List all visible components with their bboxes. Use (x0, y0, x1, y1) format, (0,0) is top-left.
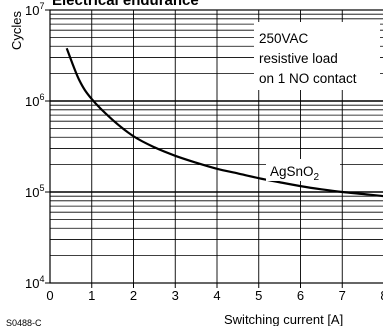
y-tick-label: 104 (25, 274, 44, 291)
x-axis: 0 1 2 3 4 5 6 7 8 (46, 283, 383, 303)
chart-title: Electrical endurance (52, 0, 199, 9)
x-axis-label: Switching current [A] (224, 312, 343, 326)
y-tick-exponent: 4 (39, 274, 44, 284)
y-tick-label: 106 (25, 92, 44, 109)
y-tick-exponent: 6 (39, 92, 44, 102)
series-label-box (266, 159, 340, 181)
figure-code: S0488-C (6, 318, 42, 326)
x-tick-label: 0 (46, 288, 53, 303)
annotation-line-1: 250VAC (259, 31, 309, 46)
x-tick-label: 8 (380, 288, 383, 303)
x-tick-label: 2 (130, 288, 137, 303)
annotation-line-2: resistive load (259, 51, 338, 66)
y-tick-base: 10 (25, 3, 39, 18)
y-tick-exponent: 7 (39, 1, 44, 11)
x-tick-label: 4 (213, 288, 220, 303)
y-tick-label: 105 (25, 183, 44, 200)
title-backdrop (50, 0, 260, 7)
y-tick-label: 107 (25, 1, 44, 18)
y-tick-base: 10 (25, 185, 39, 200)
series-line-agsno2 (65, 47, 383, 198)
x-tick-label: 7 (339, 288, 346, 303)
y-tick-base: 10 (25, 94, 39, 109)
y-tick-exponent: 5 (39, 183, 44, 193)
x-tick-label: 6 (297, 288, 304, 303)
annotation-box (254, 22, 380, 90)
x-tick-label: 5 (255, 288, 262, 303)
x-tick-label: 3 (172, 288, 179, 303)
series-label-subscript: 2 (314, 172, 320, 183)
x-tick-label: 1 (88, 288, 95, 303)
series-label-name: AgSnO (270, 164, 314, 179)
annotation-line-3: on 1 NO contact (259, 71, 357, 86)
series-label: AgSnO2 (270, 164, 320, 183)
y-axis-label: Cycles (9, 10, 24, 50)
y-tick-base: 10 (25, 276, 39, 291)
